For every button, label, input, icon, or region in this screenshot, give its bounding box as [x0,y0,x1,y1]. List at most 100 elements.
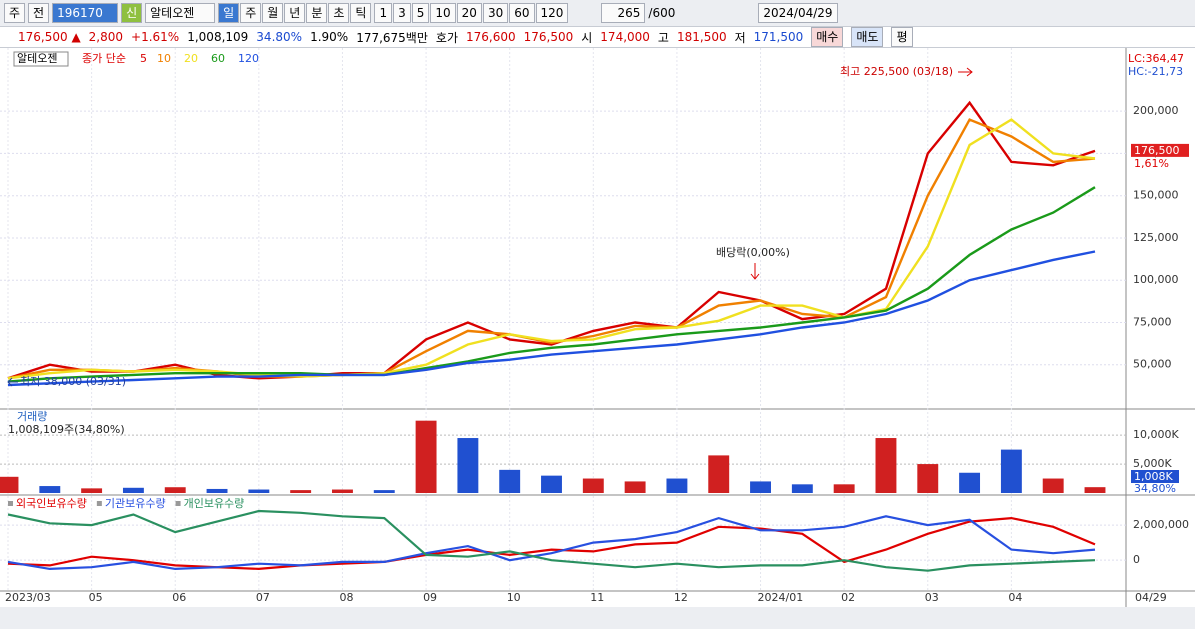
low: 171,500 [753,30,804,44]
period-button[interactable]: 주 [240,3,262,23]
volume-bar [206,488,228,493]
series-line [7,186,1096,383]
volume-current-box [1131,470,1179,483]
interval-button[interactable]: 3 [393,3,411,23]
volume-ratio: 34,80% [1134,482,1176,495]
annotation: 배당락(0,00%) [716,246,790,259]
legend-entry: 5 [140,52,147,65]
legend-entry: 20 [184,52,198,65]
x-tick-label: 08 [339,591,353,604]
legend-entry: 60 [211,52,225,65]
interval-button[interactable]: 1 [374,3,393,23]
legend-box [13,51,69,67]
period-button[interactable]: 일 [218,3,240,23]
interval-button[interactable]: 5 [411,3,430,23]
buy-button[interactable]: 매수 [811,27,844,47]
legend-title: 종가 단순 [82,52,126,65]
y-tick-label: 50,000 [1133,358,1172,371]
volume-title: 거래량 [17,410,47,423]
price: 176,500 ▲ [18,30,81,44]
right-date: 04/29 [1135,591,1167,604]
period-button[interactable]: 월 [262,3,284,23]
legend-entry: 외국인보유수량 [16,497,87,510]
open-label: 시 [581,30,593,45]
interval-button[interactable]: 30 [482,3,509,23]
volume-current: 1,008K [1134,470,1173,483]
series-line [7,515,1096,571]
legend-swatch [175,501,181,506]
y-tick-label: 150,000 [1133,189,1179,202]
y-tick-label: 75,000 [1133,315,1172,328]
y-tick-label: 0 [1133,553,1140,566]
sell-button[interactable]: 매도 [851,27,884,47]
y-tick-label: 2,000,000 [1133,518,1189,531]
series-line [7,509,1096,572]
high: 181,500 [676,30,727,44]
volume-bar [499,469,521,493]
period-button[interactable]: 년 [284,3,306,23]
legend-swatch [8,501,13,506]
x-tick-label: 10 [507,591,521,604]
date[interactable]: 2024/04/29 [758,3,838,23]
x-tick-label: 09 [423,591,437,604]
low-label: 저 [734,30,746,45]
y-tick-label: 10,000K [1133,428,1179,441]
period-button[interactable]: 분 [306,3,328,23]
current-price: 176,500 [1134,144,1180,157]
high-label: 고 [657,30,669,45]
volume-bar [1084,487,1106,493]
count[interactable]: 265 [601,3,646,23]
chart: 2023/03 05 06 07 08 09 10 11 12 2024/01 02 03 04 04/2… [0,48,1195,629]
bid: 176,500 [523,30,574,44]
code-input[interactable]: 196170 [52,3,119,23]
intervals: 1 3 5 10 20 30 60 120 [374,3,569,23]
volume: 1,008,109 [187,30,249,44]
volume-bar [373,490,395,493]
view[interactable]: 전 [28,3,50,23]
series-line [7,250,1096,387]
period-button[interactable]: 틱 [350,3,372,23]
x-tick-label: 12 [674,591,688,604]
legend-entry: 120 [238,52,259,65]
avg-button[interactable]: 평 [891,27,913,47]
annotation-arrow [7,377,18,387]
scrollbar[interactable] [0,607,1195,629]
volume-bar [959,472,981,493]
stock-name[interactable]: 알테오젠 [145,3,216,23]
volume-bar [248,489,270,493]
bid-label: 호가 [435,30,458,45]
market[interactable]: 주 [4,3,26,23]
annotation: 최저 38,000 (03/31) [20,375,126,388]
volume-bar [164,487,186,493]
interval-button[interactable]: 10 [430,3,456,23]
period-button[interactable]: 초 [328,3,350,23]
interval-button[interactable]: 60 [509,3,535,23]
volume-bar [457,438,479,493]
volume-bar [624,481,646,493]
x-tick-label: 03 [925,591,939,604]
volume-bar [0,476,19,493]
x-tick-label: 11 [590,591,604,604]
legend-name: 알테오젠 [17,51,57,65]
volume-bar [791,484,813,493]
annotation-arrow [958,67,973,77]
volume-bar [917,464,939,493]
interval-button[interactable]: 20 [456,3,482,23]
volume-subtitle: 1,008,109주(34,80%) [8,423,125,436]
annotation: 최고 225,500 (03/18) [840,65,953,78]
volume-bar [290,490,312,493]
y-tick-label: 200,000 [1133,104,1179,117]
interval-button[interactable]: 120 [535,3,569,23]
ask: 176,600 [466,30,516,44]
volume-bar [81,488,103,493]
volume-bar [332,489,353,493]
open: 174,000 [600,30,650,44]
y-tick-label: 5,000K [1133,457,1172,470]
volume-bar [582,478,604,493]
annotation-arrow [750,263,760,280]
rate: +1.61% [131,30,180,44]
legend-entry: 개인보유수량 [184,497,245,510]
volume-bar [666,478,688,493]
